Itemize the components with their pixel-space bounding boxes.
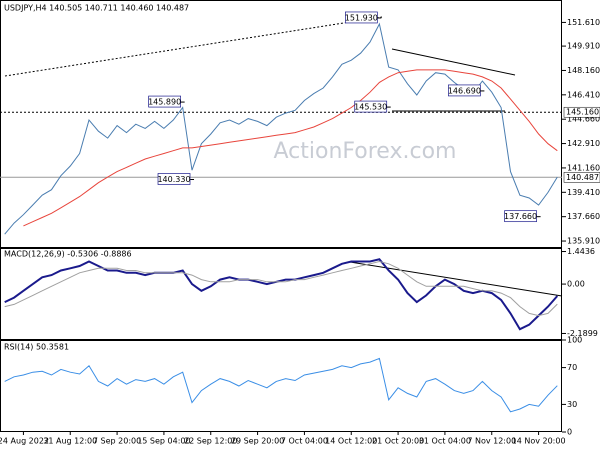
x-tick-label: 14 Nov 20:00 (512, 437, 566, 446)
rsi-title: RSI(14) 50.3581 (4, 343, 69, 352)
y-tick-label: -2.1899 (567, 329, 598, 338)
rsi-panel (0, 340, 562, 432)
annotation-box (448, 84, 481, 97)
y-tick-label: 149.910 (567, 42, 600, 51)
annotation-label: 145.530 (354, 103, 387, 112)
y-tick-label: 135.910 (567, 237, 600, 246)
x-tick-label: 31 Aug 12:00 (43, 437, 97, 446)
annotation-label: 146.690 (448, 86, 481, 95)
macd-panel (0, 248, 562, 340)
data-line (4, 357, 558, 413)
annotation-box (157, 173, 191, 185)
x-tick-label: 7 Sep 20:00 (93, 437, 141, 446)
x-tick-label: 14 Oct 12:00 (325, 437, 377, 446)
y-tick-label: 100 (567, 336, 582, 345)
x-tick-label: 7 Oct 04:00 (281, 437, 328, 446)
macd-title: MACD(12,26,9) -0.5306 -0.8886 (4, 250, 132, 259)
data-line (4, 258, 559, 331)
watermark: ActionForex.com (274, 139, 457, 164)
y-tick-label: 144.660 (567, 115, 600, 124)
annotation-label: 137.660 (504, 212, 537, 221)
y-tick-label: 142.910 (567, 139, 600, 148)
data-line (4, 260, 558, 317)
level-label: 140.487 (566, 173, 599, 182)
level-label: 145.160 (566, 108, 599, 117)
y-tick-label: 141.160 (567, 163, 600, 172)
annotation-label: 140.330 (157, 175, 190, 184)
annotation-box (345, 11, 378, 24)
data-line (23, 69, 558, 227)
x-tick-label: 24 Aug 2022 (0, 437, 49, 446)
price-panel (0, 0, 562, 248)
x-tick-label: 29 Sep 20:00 (231, 437, 284, 446)
y-tick-label: 148.160 (567, 66, 600, 75)
y-tick-label: 146.410 (567, 90, 600, 99)
annotation-box (504, 210, 537, 223)
annotation-box (148, 95, 181, 108)
y-tick-label: 1.4436 (567, 247, 595, 256)
annotation-label: 145.890 (148, 98, 181, 107)
trendline (391, 48, 516, 76)
price-title: USDJPY,H4 140.505 140.711 140.460 140.48… (4, 4, 189, 13)
level-label-box (563, 106, 600, 118)
y-tick-label: 0.00 (567, 280, 585, 289)
trendline (4, 16, 383, 77)
y-tick-label: 30 (567, 400, 577, 409)
annotation-label: 151.930 (345, 13, 378, 22)
y-tick-label: 0 (567, 428, 572, 437)
y-tick-label: 137.660 (567, 212, 600, 221)
x-tick-label: 15 Sep 04:00 (137, 437, 190, 446)
annotation-box (354, 100, 388, 113)
x-tick-label: 22 Sep 12:00 (184, 437, 237, 446)
level-label-box (563, 172, 600, 183)
y-tick-label: 70 (567, 363, 577, 372)
x-tick-label: 7 Nov 12:00 (467, 437, 516, 446)
y-tick-label: 139.410 (567, 188, 600, 197)
x-tick-label: 21 Oct 20:00 (372, 437, 424, 446)
x-tick-label: 31 Oct 04:00 (419, 437, 471, 446)
y-tick-label: 151.610 (567, 18, 600, 27)
